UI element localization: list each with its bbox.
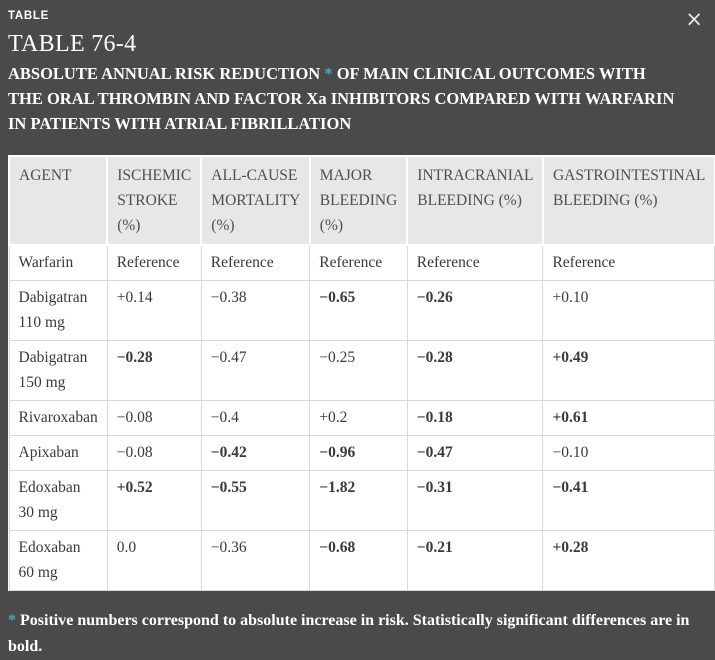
value-cell: −0.28 [106, 340, 202, 401]
value-cell: −0.4 [200, 400, 311, 436]
value-cell: −0.08 [106, 400, 202, 436]
value-cell: −0.47 [200, 340, 311, 401]
value-cell: −0.36 [200, 530, 311, 591]
column-header: ALL-CAUSE MORTALITY (%) [200, 155, 311, 246]
value-cell: −0.10 [542, 435, 715, 471]
popup-top-bar: TABLE × [8, 8, 707, 30]
outcomes-table: AGENT ISCHEMIC STROKE (%) ALL-CAUSE MORTAL… [7, 155, 715, 591]
value-cell: +0.28 [542, 530, 715, 591]
value-cell: −0.38 [200, 280, 311, 341]
footnote-marker: * [8, 612, 16, 629]
table-row: Warfarin Reference Reference Reference Refer… [8, 244, 715, 281]
agent-cell: Dabigatran 150 mg [8, 340, 108, 401]
table-title: TABLE 76-4 [8, 31, 137, 57]
agent-cell: Apixaban [8, 435, 108, 471]
value-cell: +0.49 [542, 340, 715, 401]
value-cell: +0.10 [542, 280, 715, 341]
table-kicker-label: TABLE [8, 10, 49, 22]
value-cell: −0.21 [406, 530, 544, 591]
value-cell: −1.82 [309, 470, 408, 531]
table-row: Edoxaban 60 mg 0.0 −0.36 −0.68 −0.21 +0.28 [8, 530, 715, 591]
column-header: ISCHEMIC STROKE (%) [106, 155, 203, 246]
table-row: Apixaban −0.08 −0.42 −0.96 −0.47 −0.10 [8, 435, 715, 471]
value-cell: −0.65 [309, 280, 408, 341]
value-cell: +0.61 [542, 400, 715, 436]
footnote: * Positive numbers correspond to absolut… [8, 608, 698, 660]
value-cell: −0.41 [542, 470, 715, 531]
column-header: AGENT [7, 155, 109, 246]
agent-cell: Rivaroxaban [8, 400, 108, 436]
agent-cell: Edoxaban 60 mg [8, 530, 108, 591]
subtitle-text-before: ABSOLUTE ANNUAL RISK REDUCTION [8, 64, 325, 83]
table-popup: TABLE × TABLE 76-4 ABSOLUTE ANNUAL RISK … [7, 8, 715, 660]
value-cell: 0.0 [106, 530, 202, 591]
subtitle-text-after: OF MAIN CLINICAL OUTCOMES WITH THE ORAL … [8, 64, 675, 133]
value-cell: Reference [406, 244, 544, 281]
table-row: Dabigatran 150 mg −0.28 −0.47 −0.25 −0.28 +0.… [8, 340, 715, 401]
value-cell: −0.47 [406, 435, 544, 471]
value-cell: −0.96 [309, 435, 408, 471]
value-cell: Reference [106, 244, 202, 281]
value-cell: −0.55 [200, 470, 311, 531]
column-header: MAJOR BLEEDING (%) [308, 155, 409, 246]
column-header: INTRACRANIAL BLEEDING (%) [406, 155, 544, 246]
value-cell: −0.08 [106, 435, 202, 471]
footnote-text: Positive numbers correspond to absolute … [8, 612, 690, 655]
subtitle-footnote-marker: * [324, 64, 333, 83]
table-row: Dabigatran 110 mg +0.14 −0.38 −0.65 −0.26 +0.… [8, 280, 715, 341]
value-cell: Reference [542, 244, 715, 281]
value-cell: −0.25 [309, 340, 408, 401]
value-cell: +0.2 [309, 400, 408, 436]
agent-cell: Edoxaban 30 mg [8, 470, 108, 531]
column-header: GASTROINTESTINAL BLEEDING (%) [541, 155, 715, 246]
table-subtitle: ABSOLUTE ANNUAL RISK REDUCTION * OF MAIN… [8, 61, 684, 136]
value-cell: −0.42 [200, 435, 311, 471]
value-cell: −0.68 [309, 530, 408, 591]
value-cell: −0.28 [406, 340, 544, 401]
value-cell: −0.31 [406, 470, 544, 531]
value-cell: Reference [200, 244, 311, 281]
table-row: Edoxaban 30 mg +0.52 −0.55 −1.82 −0.31 −0.41 [8, 470, 715, 531]
value-cell: −0.26 [406, 280, 544, 341]
value-cell: −0.18 [406, 400, 544, 436]
value-cell: +0.14 [106, 280, 202, 341]
value-cell: +0.52 [106, 470, 202, 531]
table-header-row: AGENT ISCHEMIC STROKE (%) ALL-CAUSE MORTAL… [7, 155, 715, 246]
agent-cell: Warfarin [8, 244, 108, 281]
close-icon[interactable]: × [681, 9, 707, 30]
table-row: Rivaroxaban −0.08 −0.4 +0.2 −0.18 +0.61 [8, 400, 715, 436]
value-cell: Reference [309, 244, 408, 281]
agent-cell: Dabigatran 110 mg [8, 280, 108, 341]
